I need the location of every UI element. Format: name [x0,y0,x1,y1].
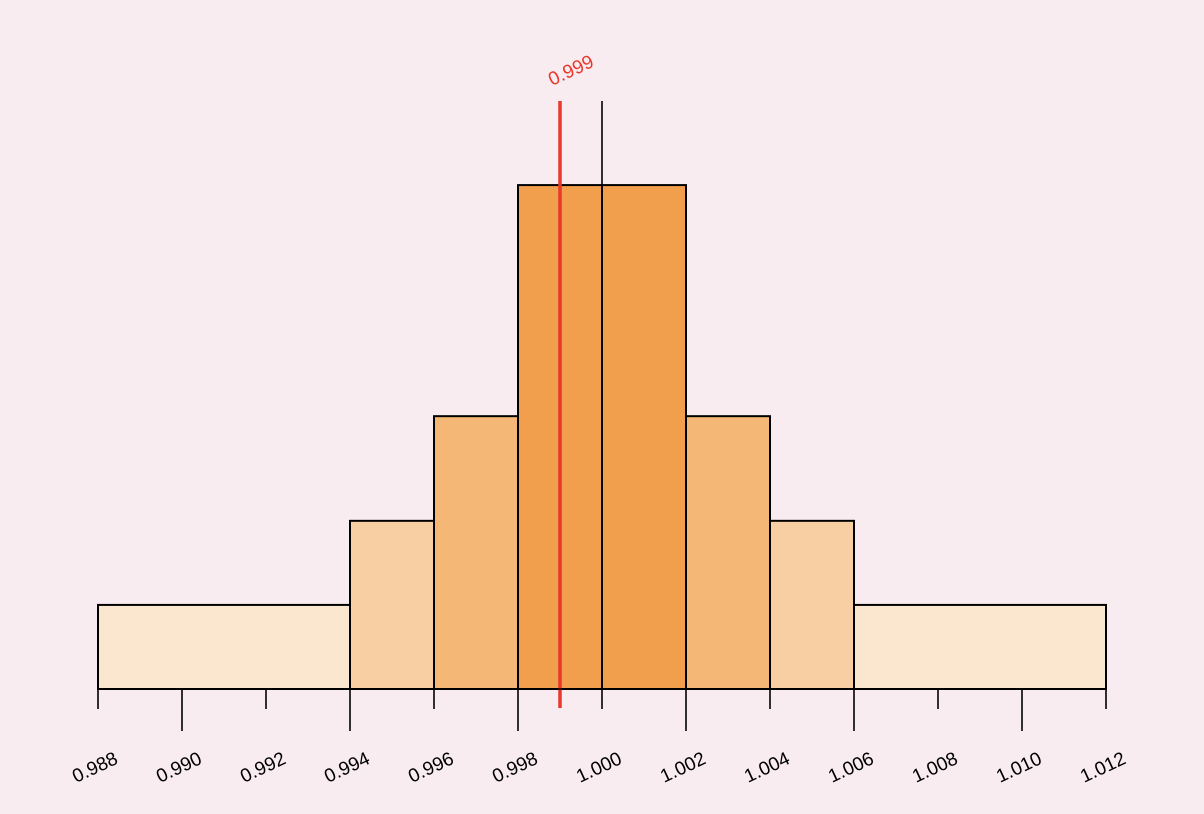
x-tick-label: 1.010 [993,748,1045,787]
x-tick-label: 0.990 [153,748,205,787]
x-tick-label: 0.996 [405,748,457,787]
histogram-bar-4 [601,184,687,690]
marker-label: 0.999 [545,51,597,90]
x-tick-label: 1.004 [741,748,793,787]
x-tick-label: 0.994 [321,748,373,787]
x-tick-label: 1.002 [657,748,709,787]
histogram-bar-6 [769,519,855,690]
x-tick-label: 1.012 [1077,748,1129,787]
x-tick-label: 0.988 [69,748,121,787]
x-tick-label: 0.998 [489,748,541,787]
histogram-bar-1 [349,519,435,690]
histogram-bar-5 [685,415,771,690]
x-tick-label: 1.000 [573,748,625,787]
x-tick-label: 1.006 [825,748,877,787]
x-tick-label: 0.992 [237,748,289,787]
histogram-bar-7 [853,603,1107,691]
x-axis: 0.988 0.990 0.992 0.994 0.996 0.998 1.000 1.002… [69,688,1129,788]
x-tick-label: 1.008 [909,748,961,787]
histogram-bar-0 [97,603,351,691]
histogram-bar-2 [433,415,519,690]
histogram-bars [97,184,1107,691]
